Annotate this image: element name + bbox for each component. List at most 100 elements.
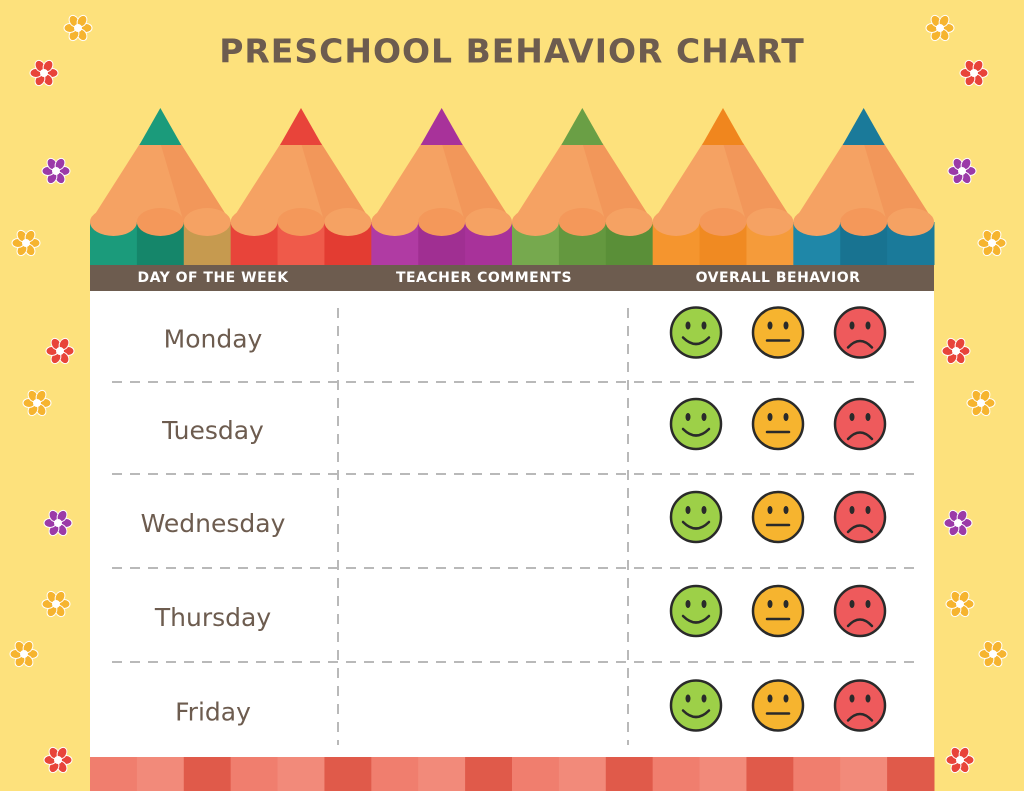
flower xyxy=(977,229,1007,257)
pencil-tip xyxy=(280,108,322,145)
rows: Monday Tuesday Wednesday Thursday Friday xyxy=(112,306,914,745)
eye xyxy=(767,321,773,330)
mouth xyxy=(846,618,874,628)
pencil-wood-shade xyxy=(301,143,372,222)
stripe-segment xyxy=(652,757,701,791)
stripe-segment xyxy=(136,757,185,791)
pencil-wood-shade xyxy=(863,143,934,222)
flower xyxy=(43,509,73,537)
flower xyxy=(941,337,971,365)
flower xyxy=(63,14,93,42)
stripe-segment xyxy=(418,757,466,791)
eye xyxy=(865,321,871,330)
title: PRESCHOOL BEHAVIOR CHART xyxy=(219,32,805,71)
stripe-segment xyxy=(746,757,794,791)
flower xyxy=(925,14,955,42)
pencil-scallop xyxy=(277,208,325,236)
face xyxy=(833,306,887,359)
pencil-scallop xyxy=(887,208,934,236)
stripe-segment xyxy=(793,757,841,791)
header-comments: TEACHER COMMENTS xyxy=(396,270,572,286)
eye xyxy=(685,506,691,514)
flower-center xyxy=(970,69,978,77)
eye xyxy=(865,413,871,421)
eye xyxy=(685,694,691,703)
eye xyxy=(701,694,707,703)
flower-center xyxy=(54,756,62,764)
eye xyxy=(701,413,707,421)
flower-center xyxy=(74,24,82,32)
pencil-scallop xyxy=(746,208,794,236)
flower-center xyxy=(989,650,997,658)
flower xyxy=(45,337,75,365)
stripe-segment xyxy=(90,757,138,791)
stripe-segment xyxy=(183,757,232,791)
flower-center xyxy=(22,239,30,247)
flower xyxy=(22,389,52,417)
pencil-scallop xyxy=(558,208,606,236)
stripe-segment xyxy=(887,757,935,791)
stripe-segment xyxy=(699,757,747,791)
eye xyxy=(865,600,871,608)
pencil-scallop xyxy=(512,208,559,236)
pencils xyxy=(90,108,935,265)
stripe-segment xyxy=(605,757,654,791)
pencil-tip xyxy=(702,108,744,145)
stripe-segment xyxy=(371,757,419,791)
eye xyxy=(849,694,855,703)
face xyxy=(669,490,723,544)
stripe-segment xyxy=(840,757,888,791)
pencil xyxy=(652,108,794,265)
face xyxy=(833,490,887,544)
mouth xyxy=(681,709,711,719)
day-name: Friday xyxy=(175,698,251,727)
day-name: Thursday xyxy=(154,603,271,632)
face xyxy=(751,679,805,732)
flower xyxy=(41,590,71,618)
pencil-scallop xyxy=(793,208,841,236)
flower-center xyxy=(40,69,48,77)
pencil-scallop xyxy=(371,208,419,236)
row: Wednesday xyxy=(112,473,914,544)
eye xyxy=(701,321,707,330)
flower xyxy=(966,389,996,417)
stripe-segment xyxy=(558,757,607,791)
stripe-segment xyxy=(277,757,325,791)
flowers xyxy=(9,14,1008,774)
face xyxy=(833,397,887,451)
flower xyxy=(945,590,975,618)
pencil-scallop xyxy=(230,208,278,236)
bottom-stripe xyxy=(90,757,935,791)
row: Tuesday xyxy=(112,381,914,451)
flower-center xyxy=(977,399,985,407)
flower xyxy=(978,640,1008,668)
eye xyxy=(701,600,707,608)
eye xyxy=(701,506,707,514)
pencil xyxy=(90,108,232,265)
stripe-segment xyxy=(230,757,279,791)
flower xyxy=(29,59,59,87)
eye xyxy=(685,321,691,330)
flower-center xyxy=(52,600,60,608)
flower-center xyxy=(56,347,64,355)
day-name: Tuesday xyxy=(161,416,264,445)
header-bar xyxy=(90,265,934,291)
row: Monday xyxy=(164,306,887,359)
pencil-wood-shade xyxy=(160,143,231,222)
flower xyxy=(11,229,41,257)
stripe-segment xyxy=(512,757,560,791)
flower-center xyxy=(958,167,966,175)
eye xyxy=(783,506,789,514)
pencil-scallop xyxy=(465,208,512,236)
eye xyxy=(865,694,871,703)
eye xyxy=(865,506,871,514)
flower xyxy=(41,157,71,185)
flower xyxy=(43,746,73,774)
stripe-segment xyxy=(324,757,372,791)
pencil xyxy=(793,108,935,265)
flower xyxy=(959,59,989,87)
row: Friday xyxy=(112,661,914,732)
pencil-scallop xyxy=(183,208,231,236)
eye xyxy=(767,600,773,608)
